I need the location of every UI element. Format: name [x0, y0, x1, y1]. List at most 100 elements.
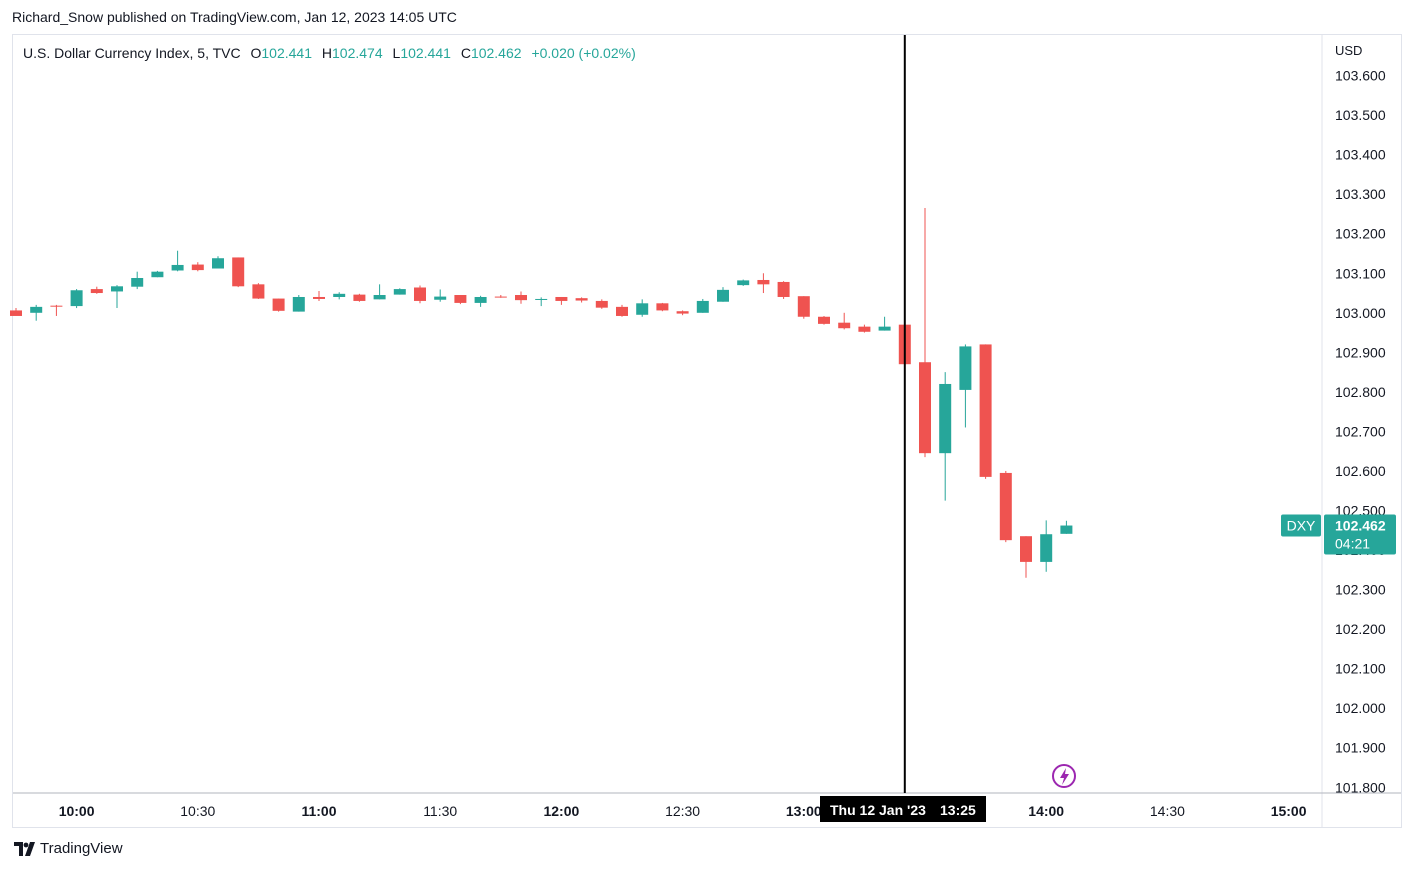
candle [70, 289, 83, 309]
candle [919, 208, 931, 458]
candle-body [232, 257, 245, 287]
candle-body [737, 280, 750, 286]
candle-body [131, 278, 144, 287]
price-tick-label: 103.200 [1335, 226, 1386, 242]
candle-body [414, 287, 426, 301]
candle-body [90, 289, 103, 294]
price-tick-label: 102.500 [1335, 503, 1386, 519]
candle [838, 312, 851, 330]
candle [676, 310, 689, 316]
candle-body [333, 293, 346, 297]
candle-body [818, 316, 830, 324]
candle [353, 293, 366, 302]
candle [777, 281, 790, 299]
candle [1040, 520, 1053, 572]
candle-body [1040, 534, 1053, 562]
candle [232, 257, 245, 288]
crosshair-time-box [820, 796, 986, 822]
candle-body [434, 296, 447, 300]
candle [979, 344, 992, 479]
time-tick-label: 14:30 [1150, 803, 1185, 819]
candle-body [575, 298, 588, 301]
candle [818, 315, 830, 325]
legend-open-label: O [250, 45, 262, 61]
candle-body [555, 296, 568, 301]
candle [414, 285, 426, 304]
price-axis: USD 103.600 103.500 103.400 103.300 103.200 10… [1321, 35, 1386, 827]
candle-body [777, 281, 790, 297]
candle-body [595, 300, 608, 308]
legend-high-label: H [321, 45, 333, 61]
candle [595, 299, 608, 309]
candle-body [858, 326, 871, 332]
candle [797, 296, 810, 319]
footer-brand: TradingView [40, 840, 123, 857]
candle [616, 304, 628, 317]
candle-body [313, 296, 325, 299]
candle-body [171, 264, 184, 271]
time-tick-label: 15:00 [1271, 803, 1307, 819]
price-tick-label: 102.100 [1335, 661, 1386, 677]
price-axis-currency: USD [1335, 43, 1362, 58]
candle-body [10, 310, 22, 316]
chart-frame [12, 34, 1402, 828]
candle-body [939, 383, 952, 454]
candle-body [454, 295, 467, 303]
candle [515, 291, 527, 304]
candle [737, 279, 750, 286]
candle [939, 372, 952, 501]
crosshair-date-label: Thu 12 Jan '23 [830, 802, 926, 818]
candle-body [535, 298, 548, 300]
tradingview-logo[interactable]: TradingView [14, 840, 123, 857]
candle [1020, 536, 1032, 578]
candle-body [191, 264, 204, 271]
price-tick-label: 103.500 [1335, 107, 1386, 123]
candle-body [111, 286, 123, 292]
candle-body [959, 346, 972, 390]
candle-body [30, 306, 43, 313]
candle [717, 287, 729, 302]
candle-body [676, 311, 689, 314]
candle-body [50, 305, 63, 307]
candle-body [474, 296, 487, 303]
candle [252, 283, 265, 299]
time-tick-label: 13:00 [786, 803, 822, 819]
candle [333, 292, 346, 300]
candle [555, 296, 568, 305]
price-tick-label: 103.100 [1335, 265, 1386, 281]
candles-layer [10, 208, 1073, 578]
candle [373, 284, 386, 300]
candle-body [757, 279, 770, 285]
legend-symbol: U.S. Dollar Currency Index, 5, TVC [23, 45, 241, 61]
candle [131, 271, 144, 290]
price-tick-label: 103.000 [1335, 305, 1386, 321]
candle [272, 298, 285, 312]
legend-open: 102.441 [261, 45, 312, 61]
price-tick-label: 102.800 [1335, 384, 1386, 400]
candle [212, 256, 224, 269]
lightning-icon [1052, 764, 1076, 788]
price-tick-label: 103.400 [1335, 147, 1386, 163]
price-tick-label: 101.900 [1335, 740, 1386, 756]
candle-body [353, 294, 366, 301]
candle [50, 304, 63, 316]
candle-body [212, 258, 224, 269]
candle [313, 291, 325, 301]
candle [474, 295, 487, 307]
candle [999, 470, 1012, 543]
candle-body [656, 303, 669, 311]
price-tick-label: 102.300 [1335, 582, 1386, 598]
time-tick-label: 14:00 [1028, 803, 1064, 819]
overlay-layer: Thu 12 Jan '23 13:25 DXY 102.462 04:21 [820, 35, 1396, 822]
countdown-label: 04:21 [1335, 536, 1370, 552]
candle [454, 295, 467, 305]
candle-body [1020, 536, 1032, 562]
candle-body [838, 322, 851, 329]
candle [494, 295, 507, 298]
time-tick-label: 11:00 [301, 803, 336, 819]
price-tick-label: 101.800 [1335, 779, 1386, 795]
candle-body [292, 296, 305, 312]
candle [171, 250, 184, 272]
price-tick-label: 102.200 [1335, 621, 1386, 637]
